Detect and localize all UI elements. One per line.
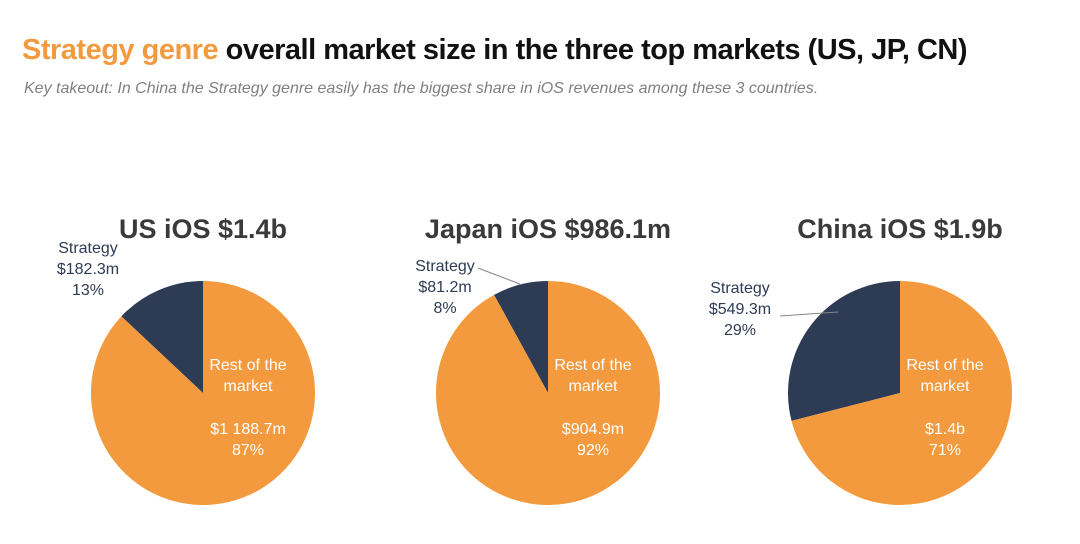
slice-percent: 8% — [433, 300, 457, 317]
slice-category: Rest of the market — [554, 357, 632, 395]
pie-slice — [791, 281, 1013, 506]
slice-category: Strategy — [58, 240, 118, 257]
pie-title: China iOS $1.9b — [797, 214, 1003, 244]
slice-percent: 87% — [231, 442, 265, 459]
title-highlight: Strategy genre — [22, 34, 219, 66]
slice-label: Rest of the market $904.9m 92% — [543, 355, 643, 461]
pie-slice — [91, 281, 316, 505]
slice-label: Rest of the market $1.4b 71% — [895, 355, 995, 461]
slice-amount: $1.4b — [924, 421, 966, 438]
slice-label: Strategy $549.3m 29% — [685, 278, 795, 341]
subtitle: Key takeout: In China the Strategy genre… — [24, 80, 819, 97]
pie-slice — [788, 281, 900, 421]
title: Strategy genre overall market size in th… — [22, 34, 968, 67]
slice-percent: 71% — [928, 442, 962, 459]
slice-amount: $549.3m — [708, 301, 772, 318]
slice-category: Strategy — [710, 280, 770, 297]
slice-amount: $1 188.7m — [210, 421, 286, 438]
title-text: overall market size in the three top mar… — [225, 34, 968, 66]
slice-amount: $904.9m — [561, 421, 625, 438]
pie-title: Japan iOS $986.1m — [424, 214, 672, 244]
pie-slice — [494, 281, 548, 393]
slice-percent: 13% — [71, 282, 105, 299]
slice-amount: $81.2m — [418, 279, 472, 296]
slice-label: Strategy $182.3m 13% — [33, 238, 143, 301]
leader-line — [477, 267, 521, 285]
slice-label: Rest of the market $1 188.7m 87% — [198, 355, 298, 461]
slice-label: Strategy $81.2m 8% — [390, 256, 500, 319]
slice-category: Strategy — [415, 258, 475, 275]
slice-category: Rest of the market — [209, 357, 287, 395]
pie-title: US iOS $1.4b — [118, 214, 288, 244]
pie-slice — [435, 281, 660, 506]
slice-amount: $182.3m — [56, 261, 120, 278]
slice-category: Rest of the market — [906, 357, 984, 395]
slice-percent: 92% — [576, 442, 610, 459]
slice-percent: 29% — [723, 322, 757, 339]
leader-line — [779, 311, 839, 317]
pie-slice — [121, 281, 203, 393]
